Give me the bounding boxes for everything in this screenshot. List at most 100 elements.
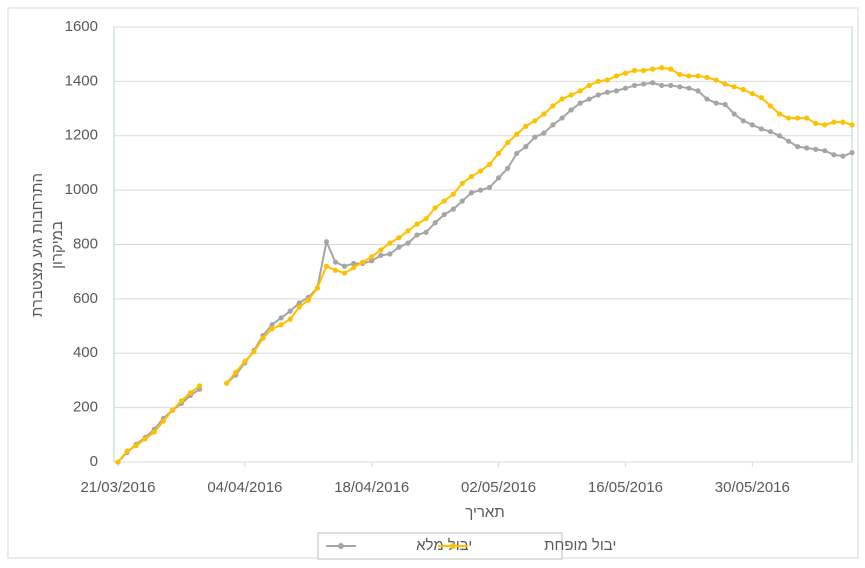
series-line (117, 81, 853, 463)
point (604, 77, 610, 83)
point (822, 122, 828, 128)
point (269, 322, 275, 328)
point (523, 123, 529, 129)
y-tick-label: 600 (73, 290, 98, 307)
y-axis-title: התרחבות גזע מצטברת (29, 173, 46, 317)
point (441, 211, 447, 218)
x-tick-label: 16/05/2016 (588, 479, 663, 496)
point (840, 153, 846, 159)
y-axis-title: במיקרון (49, 221, 66, 269)
point (659, 82, 665, 89)
point (586, 96, 592, 102)
x-tick-label: 04/04/2016 (207, 479, 282, 496)
point (242, 358, 248, 365)
point (568, 107, 574, 113)
chart-border (7, 7, 859, 559)
point (351, 260, 357, 267)
point (740, 118, 746, 124)
point (477, 187, 484, 193)
point (831, 119, 837, 125)
point (360, 259, 366, 265)
point (659, 65, 665, 71)
point (369, 254, 375, 260)
point (785, 138, 792, 144)
point (369, 258, 375, 264)
point (341, 263, 348, 269)
point (650, 66, 656, 72)
point (233, 369, 239, 375)
point (767, 129, 774, 135)
point (613, 73, 619, 79)
point (296, 300, 302, 306)
point (505, 139, 511, 146)
y-tick-label: 1200 (65, 127, 98, 144)
point (323, 239, 330, 245)
point (323, 263, 330, 269)
point (695, 73, 701, 79)
point (586, 82, 592, 89)
point (341, 270, 348, 276)
y-tick-label: 1000 (65, 181, 98, 198)
point (405, 228, 411, 234)
x-tick-label: 30/05/2016 (715, 479, 790, 496)
point (704, 74, 710, 80)
point (776, 111, 783, 117)
point (731, 111, 737, 117)
point (595, 78, 601, 84)
point (332, 267, 339, 273)
legend-marker (450, 543, 456, 549)
point (124, 448, 130, 454)
point (804, 145, 810, 151)
series-line (117, 66, 853, 463)
point (704, 96, 710, 102)
point (269, 326, 275, 332)
point (640, 67, 647, 74)
y-tick-label: 1400 (65, 72, 98, 89)
x-axis-title: תאריך (465, 504, 504, 521)
point (758, 126, 764, 132)
point (831, 152, 837, 158)
point (577, 88, 583, 94)
point (813, 146, 819, 152)
point (613, 88, 619, 94)
point (251, 349, 257, 355)
point (224, 380, 230, 386)
point (677, 71, 683, 78)
point (432, 205, 438, 211)
point (595, 92, 601, 98)
point (722, 81, 728, 87)
point (387, 251, 393, 257)
point (160, 418, 166, 424)
point (351, 265, 357, 271)
point (767, 103, 774, 109)
point (604, 89, 610, 95)
point (686, 73, 692, 79)
point (813, 120, 819, 127)
point (450, 206, 456, 212)
point (378, 247, 384, 253)
point (514, 131, 520, 137)
point (695, 88, 701, 94)
point (414, 221, 420, 227)
point (713, 77, 719, 83)
point (785, 115, 792, 121)
point (541, 111, 547, 117)
point (278, 322, 284, 328)
point (305, 297, 311, 303)
point (849, 150, 855, 156)
point (677, 84, 683, 90)
point (314, 285, 320, 291)
point (196, 383, 203, 389)
point (459, 198, 465, 204)
point (486, 161, 493, 167)
point (287, 316, 293, 322)
point (822, 148, 828, 154)
point (795, 144, 801, 150)
y-tick-label: 200 (73, 399, 98, 416)
point (550, 122, 556, 128)
point (559, 115, 565, 121)
point (423, 229, 429, 235)
point (423, 216, 429, 222)
point (849, 122, 855, 128)
